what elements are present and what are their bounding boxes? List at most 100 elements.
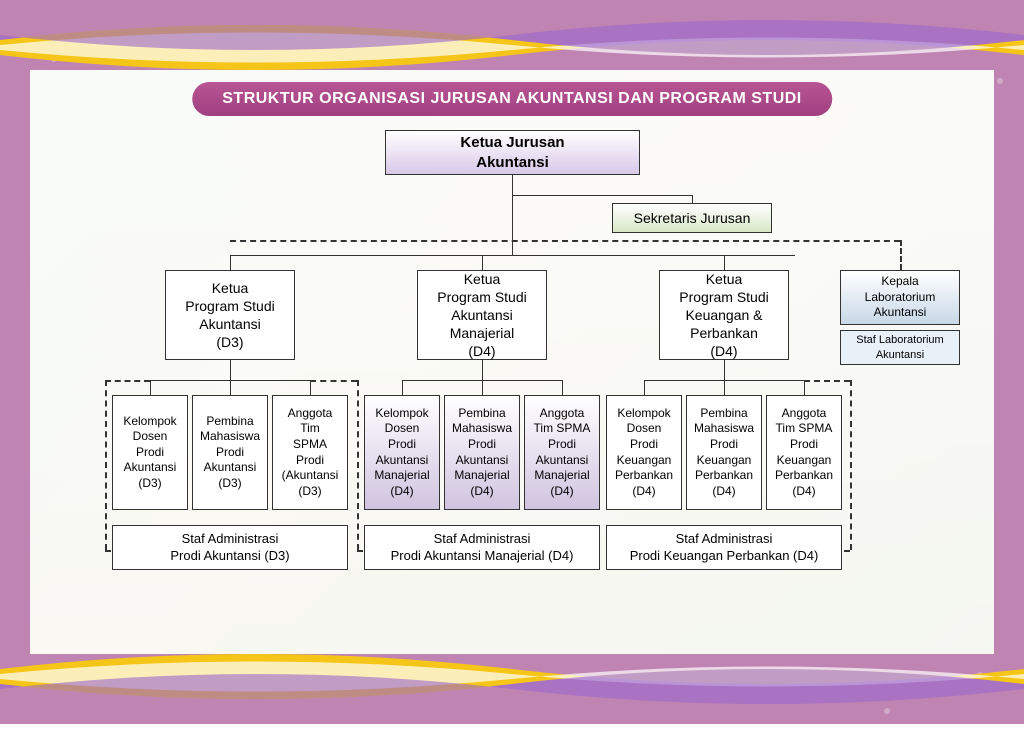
wave-decoration-top [0,10,1024,70]
label: Keuangan [697,453,752,469]
label: Mahasiswa [452,421,512,437]
label: Akuntansi [204,460,257,476]
label: Anggota [540,406,585,422]
label: Tim SPMA [534,421,591,437]
label: Tim [300,421,320,437]
label: Prodi [388,437,416,453]
label: Staf Administrasi [182,531,279,548]
label: Pembina [700,406,747,422]
label: Prodi [790,437,818,453]
label: Ketua [212,279,249,297]
label: Mahasiswa [200,429,260,445]
node-kps-d4am: Ketua Program Studi Akuntansi Manajerial… [417,270,547,360]
label: Program Studi [679,288,768,306]
node-kepala-lab: Kepala Laboratorium Akuntansi [840,270,960,325]
node-d4am-pembina: PembinaMahasiswaProdiAkuntansiManajerial… [444,395,520,510]
label: Akuntansi [536,453,589,469]
label: Staf Administrasi [434,531,531,548]
label: Akuntansi [456,453,509,469]
chart-title: STRUKTUR ORGANISASI JURUSAN AKUNTANSI DA… [192,82,832,116]
outer-frame: STRUKTUR ORGANISASI JURUSAN AKUNTANSI DA… [0,0,1024,724]
label: Program Studi [437,288,526,306]
node-d4am-anggota: AnggotaTim SPMAProdiAkuntansiManajerial(… [524,395,600,510]
label: Perbankan [690,324,758,342]
node-staf-d3: Staf Administrasi Prodi Akuntansi (D3) [112,525,348,570]
label: Keuangan & [685,306,762,324]
label: Prodi [468,437,496,453]
label: Perbankan [695,468,753,484]
node-d3-kelompok: KelompokDosenProdiAkuntansi(D3) [112,395,188,510]
node-d4kp-anggota: AnggotaTim SPMAProdiKeuanganPerbankan(D4… [766,395,842,510]
label: Program Studi [185,297,274,315]
wave-decoration-bottom [0,654,1024,714]
label: (D4) [550,484,573,500]
label: Prodi [296,453,324,469]
label: Manajerial [454,468,509,484]
label: (D3) [138,476,161,492]
label: Dosen [385,421,420,437]
node-staf-lab: Staf Laboratorium Akuntansi [840,330,960,365]
node-staf-d4kp: Staf Administrasi Prodi Keuangan Perbank… [606,525,842,570]
label: Manajerial [450,324,515,342]
label: Kelompok [617,406,670,422]
label: (D3) [298,484,321,500]
label: (D4) [710,342,737,360]
label: Staf Administrasi [676,531,773,548]
label: (D4) [792,484,815,500]
label: Pembina [206,414,253,430]
node-sekretaris: Sekretaris Jurusan [612,203,772,233]
label: Akuntansi [876,348,924,362]
label: Ketua [464,270,501,288]
label: (Akuntansi [282,468,339,484]
node-kps-d3: Ketua Program Studi Akuntansi (D3) [165,270,295,360]
label: Kepala [881,274,918,290]
label: Dosen [133,429,168,445]
label: SPMA [293,437,327,453]
label: Kelompok [375,406,428,422]
label: Akuntansi [451,306,512,324]
label: Prodi Akuntansi (D3) [170,548,289,565]
label: (D4) [390,484,413,500]
node-d4am-kelompok: KelompokDosenProdiAkuntansiManajerial(D4… [364,395,440,510]
label: Tim SPMA [776,421,833,437]
label: Pembina [458,406,505,422]
node-ketua-jurusan: Ketua Jurusan Akuntansi [385,130,640,175]
label: Kelompok [123,414,176,430]
label: Akuntansi [199,315,260,333]
label: (D4) [468,342,495,360]
org-chart: Ketua Jurusan Akuntansi Sekretaris Jurus… [30,125,994,654]
node-d4kp-pembina: PembinaMahasiswaProdiKeuanganPerbankan(D… [686,395,762,510]
label: Prodi Akuntansi Manajerial (D4) [391,548,574,565]
label: Keuangan [777,453,832,469]
node-d3-pembina: PembinaMahasiswaProdiAkuntansi(D3) [192,395,268,510]
label: Manajerial [534,468,589,484]
label: Akuntansi [376,453,429,469]
node-d4kp-kelompok: KelompokDosenProdiKeuanganPerbankan(D4) [606,395,682,510]
label: Ketua Jurusan [460,133,564,153]
node-kps-d4kp: Ketua Program Studi Keuangan & Perbankan… [659,270,789,360]
label: Anggota [782,406,827,422]
label: Prodi Keuangan Perbankan (D4) [630,548,819,565]
label: Laboratorium [865,290,936,306]
node-staf-d4am: Staf Administrasi Prodi Akuntansi Manaje… [364,525,600,570]
label: Perbankan [775,468,833,484]
label: Ketua [706,270,743,288]
label: Mahasiswa [694,421,754,437]
label: Prodi [216,445,244,461]
label: (D3) [216,333,243,351]
label: Dosen [627,421,662,437]
label: Prodi [136,445,164,461]
label: Prodi [548,437,576,453]
label: Anggota [288,406,333,422]
label: Manajerial [374,468,429,484]
label: Keuangan [617,453,672,469]
label: Sekretaris Jurusan [634,209,751,227]
label: Prodi [710,437,738,453]
node-d3-anggota: AnggotaTimSPMAProdi(Akuntansi(D3) [272,395,348,510]
label: Akuntansi [476,153,549,173]
label: Perbankan [615,468,673,484]
label: (D3) [218,476,241,492]
label: Prodi [630,437,658,453]
label: Akuntansi [124,460,177,476]
label: (D4) [712,484,735,500]
